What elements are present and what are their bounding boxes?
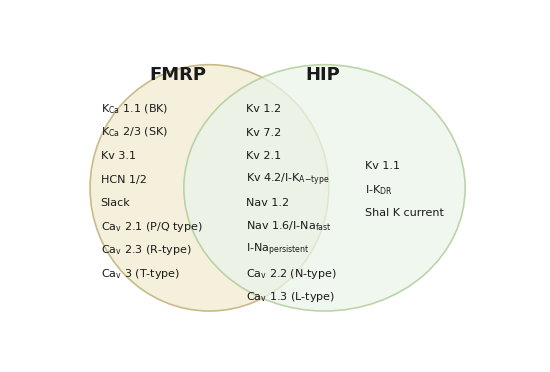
Ellipse shape [184, 65, 465, 311]
Text: $\mathrm{Ca_v}$ 3 (T-type): $\mathrm{Ca_v}$ 3 (T-type) [101, 266, 180, 280]
Text: I-Na$_{\mathrm{persistent}}$: I-Na$_{\mathrm{persistent}}$ [246, 242, 309, 258]
Text: Kv 4.2/I-K$_{\mathrm{A\mathsf{-}type}}$: Kv 4.2/I-K$_{\mathrm{A\mathsf{-}type}}$ [246, 171, 329, 188]
Text: $\mathrm{Ca_v}$ 2.3 (R-type): $\mathrm{Ca_v}$ 2.3 (R-type) [101, 243, 191, 257]
Text: HCN 1/2: HCN 1/2 [101, 174, 147, 185]
Text: Nav 1.6/I-Na$_{\mathrm{fast}}$: Nav 1.6/I-Na$_{\mathrm{fast}}$ [246, 219, 332, 233]
Text: $\mathrm{Ca_v}$ 2.1 (P/Q type): $\mathrm{Ca_v}$ 2.1 (P/Q type) [101, 219, 202, 234]
Text: $\mathrm{Ca_v}$ 2.2 (N-type): $\mathrm{Ca_v}$ 2.2 (N-type) [246, 266, 337, 280]
Ellipse shape [90, 65, 329, 311]
Text: Kv 2.1: Kv 2.1 [246, 151, 280, 161]
Text: HIP: HIP [305, 66, 340, 84]
Text: Shal K current: Shal K current [365, 208, 444, 218]
Text: Kv 3.1: Kv 3.1 [101, 151, 136, 161]
Text: Slack: Slack [101, 198, 130, 208]
Text: $\mathrm{Ca_v}$ 1.3 (L-type): $\mathrm{Ca_v}$ 1.3 (L-type) [246, 290, 335, 304]
Text: $\mathrm{K_{Ca}}$ 2/3 (SK): $\mathrm{K_{Ca}}$ 2/3 (SK) [101, 126, 168, 140]
Text: I-K$_{\mathrm{DR}}$: I-K$_{\mathrm{DR}}$ [365, 183, 393, 197]
Text: $\mathrm{K_{Ca}}$ 1.1 (BK): $\mathrm{K_{Ca}}$ 1.1 (BK) [101, 102, 168, 116]
Text: FMRP: FMRP [149, 66, 206, 84]
Text: Kv 1.1: Kv 1.1 [365, 161, 400, 171]
Text: Kv 7.2: Kv 7.2 [246, 128, 281, 138]
Text: Nav 1.2: Nav 1.2 [246, 198, 289, 208]
Text: Kv 1.2: Kv 1.2 [246, 104, 280, 114]
